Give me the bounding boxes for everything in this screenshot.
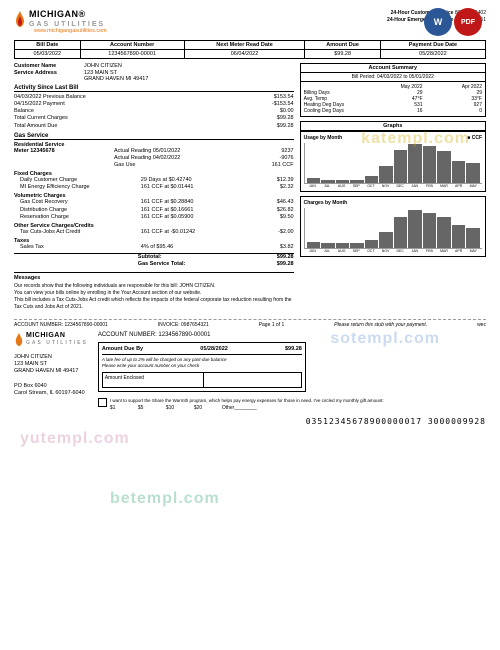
stub-logo: MICHIGANGAS UTILITIES xyxy=(14,332,88,346)
meter-number: Meter 12345678 xyxy=(14,148,84,169)
bill-header-table: Bill DateAccount NumberNext Meter Read D… xyxy=(14,40,486,59)
stub-acct: 1234567890-00001 xyxy=(158,332,210,338)
graphs-title: Graphs xyxy=(300,121,486,131)
mailing-address: JOHN CITIZEN 123 MAIN ST GRAND HAVEN MI … xyxy=(14,354,88,397)
service-addr: 123 MAIN STGRAND HAVEN MI 49417 xyxy=(84,70,294,82)
charges-chart: Charges by Month JUNJULAUGSEPOCTNOVDECJA… xyxy=(300,196,486,257)
messages-title: Messages xyxy=(14,275,294,283)
gas-service-title: Gas Service xyxy=(14,133,294,140)
donation-text: I want to support the Share the Warmth p… xyxy=(110,398,384,411)
customer-name-label: Customer Name xyxy=(14,63,84,69)
website-url: www.michigangasutilities.com xyxy=(34,28,107,34)
donation-checkbox[interactable] xyxy=(98,398,107,407)
divider-acct: ACCOUNT NUMBER: 1234567890-00001 xyxy=(14,322,108,328)
wec-logo: wec xyxy=(477,322,486,328)
pdf-badge: PDF xyxy=(454,8,482,36)
brand-name: MICHIGAN xyxy=(29,9,79,19)
usage-chart: Usage by Month ■ CCF JUNJULAUGSEPOCTNOVD… xyxy=(300,131,486,192)
divider-page: Page 1 of 1 xyxy=(259,322,285,328)
account-summary-box: Account Summary Bill Period: 04/03/2022 … xyxy=(300,63,486,117)
stub-acct-label: ACCOUNT NUMBER: xyxy=(98,332,157,338)
barcode: 03512345678900000017 3000009928 xyxy=(98,417,486,426)
customer-name: JOHN CITIZEN xyxy=(84,63,294,69)
brand-sub: GAS UTILITIES xyxy=(29,21,105,28)
company-logo: MICHIGAN® GAS UTILITIES xyxy=(14,10,107,28)
payment-stub-box: Amount Due By05/28/2022$99.28 A late fee… xyxy=(98,342,306,392)
divider-note: Please return this stub with your paymen… xyxy=(334,322,427,328)
divider-invoice: INVOICE: 0987654321 xyxy=(158,322,209,328)
word-badge: W xyxy=(424,8,452,36)
service-addr-label: Service Address xyxy=(14,70,84,82)
watermark: betempl.com xyxy=(110,490,220,508)
reg-mark: ® xyxy=(79,9,86,19)
activity-title: Activity Since Last Bill xyxy=(14,85,294,92)
